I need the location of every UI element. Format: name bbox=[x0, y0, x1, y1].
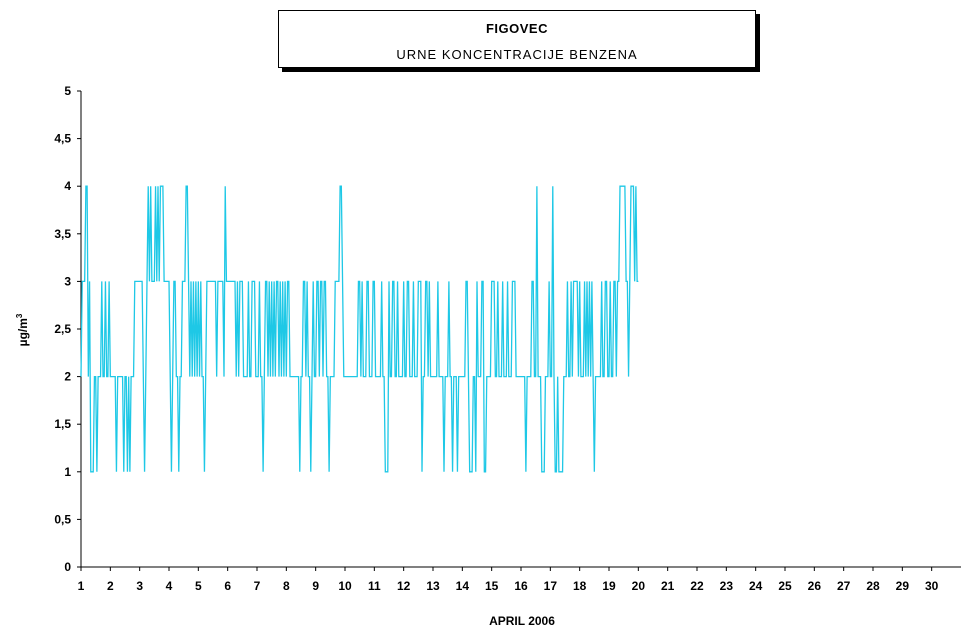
x-tick-label: 24 bbox=[749, 579, 763, 593]
chart-title: FIGOVEC bbox=[485, 21, 548, 36]
y-tick-label: 0 bbox=[64, 560, 71, 574]
x-tick-label: 16 bbox=[514, 579, 528, 593]
x-tick-label: 27 bbox=[837, 579, 851, 593]
x-tick-label: 8 bbox=[283, 579, 290, 593]
x-tick-label: 4 bbox=[166, 579, 173, 593]
x-tick-label: 19 bbox=[602, 579, 616, 593]
x-tick-label: 5 bbox=[195, 579, 202, 593]
y-tick-label: 1 bbox=[64, 465, 71, 479]
x-axis-title: APRIL 2006 bbox=[489, 614, 555, 628]
x-tick-label: 13 bbox=[426, 579, 440, 593]
x-tick-label: 28 bbox=[866, 579, 880, 593]
y-tick-label: 2 bbox=[64, 370, 71, 384]
x-tick-label: 12 bbox=[397, 579, 411, 593]
x-tick-label: 15 bbox=[485, 579, 499, 593]
x-tick-label: 29 bbox=[896, 579, 910, 593]
y-axis-title: µg/m3 bbox=[15, 313, 30, 346]
x-tick-label: 20 bbox=[632, 579, 646, 593]
x-tick-label: 6 bbox=[224, 579, 231, 593]
x-tick-label: 7 bbox=[254, 579, 261, 593]
x-tick-label: 21 bbox=[661, 579, 675, 593]
x-axis-ticks: 1 2 3 4 5 6 7 8 9 10 11 12 13 14 15 16 17 18 19 20 21 22 23 24 2… bbox=[78, 567, 939, 593]
y-tick-label: 3,5 bbox=[54, 227, 71, 241]
y-tick-label: 2,5 bbox=[54, 322, 71, 336]
chart-axes bbox=[80, 91, 961, 568]
x-tick-label: 11 bbox=[368, 579, 381, 593]
y-tick-label: 5 bbox=[64, 84, 71, 98]
x-tick-label: 18 bbox=[573, 579, 587, 593]
y-tick-label: 3 bbox=[64, 274, 71, 288]
x-tick-label: 14 bbox=[456, 579, 470, 593]
chart-subtitle: URNE KONCENTRACIJE BENZENA bbox=[396, 47, 638, 62]
x-tick-label: 17 bbox=[544, 579, 558, 593]
chart-series bbox=[80, 185, 639, 473]
y-tick-label: 1,5 bbox=[54, 417, 71, 431]
x-tick-label: 25 bbox=[778, 579, 792, 593]
chart-title-box: FIGOVEC URNE KONCENTRACIJE BENZENA bbox=[278, 10, 756, 68]
x-tick-label: 22 bbox=[690, 579, 704, 593]
x-tick-label: 2 bbox=[107, 579, 114, 593]
series-line bbox=[80, 185, 639, 473]
y-tick-label: 4 bbox=[64, 179, 71, 193]
x-tick-label: 26 bbox=[808, 579, 822, 593]
y-tick-label: 0,5 bbox=[54, 512, 71, 526]
y-axis-ticks: 0 0,5 1 1,5 2 2,5 3 3,5 4 4,5 5 bbox=[54, 84, 81, 574]
x-tick-label: 3 bbox=[136, 579, 143, 593]
x-tick-label: 23 bbox=[720, 579, 734, 593]
x-tick-label: 30 bbox=[925, 579, 939, 593]
y-tick-label: 4,5 bbox=[54, 132, 71, 146]
x-tick-label: 10 bbox=[338, 579, 352, 593]
x-tick-label: 9 bbox=[312, 579, 319, 593]
x-tick-label: 1 bbox=[78, 579, 85, 593]
